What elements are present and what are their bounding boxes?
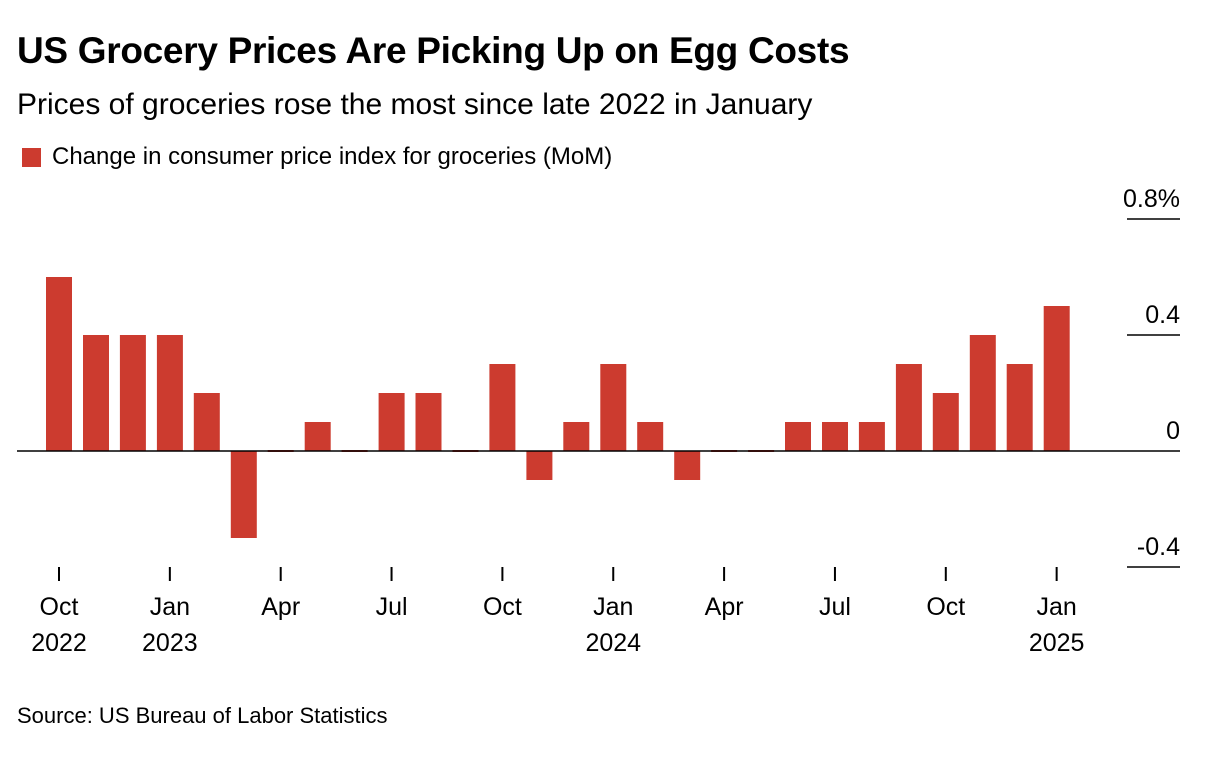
- x-tick-month: Jan: [593, 593, 633, 621]
- x-tick-year: 2025: [1029, 629, 1085, 657]
- bar-2024-03: [674, 451, 701, 480]
- bar-2023-12: [563, 422, 590, 451]
- x-tick-month: Jan: [150, 593, 190, 621]
- x-tick-year: 2023: [142, 629, 198, 657]
- bar-2024-12: [1006, 364, 1033, 451]
- x-tick-month: Jul: [376, 593, 408, 621]
- x-axis: Oct 2022 Jan 2023 Apr Jul Oct Jan 2024 Apr Jul Oct J…: [31, 567, 1084, 657]
- bar-2023-05: [304, 422, 331, 451]
- y-tick-label: 0.4: [1145, 301, 1180, 329]
- bar-2024-02: [637, 422, 664, 451]
- x-tick-year: 2022: [31, 629, 87, 657]
- legend-label: Change in consumer price index for groce…: [52, 143, 613, 170]
- bar-2024-07: [822, 422, 848, 451]
- bar-2024-11: [969, 335, 996, 451]
- x-tick-month: Apr: [705, 593, 744, 621]
- bar-2023-03: [230, 451, 257, 538]
- y-axis: 0.8% 0.4 0 -0.4: [17, 185, 1180, 568]
- bar-2023-10: [489, 364, 516, 451]
- source-note: Source: US Bureau of Labor Statistics: [17, 703, 388, 728]
- y-tick-label: -0.4: [1137, 533, 1180, 561]
- bar-2024-01: [600, 364, 627, 451]
- y-tick-label: 0.8%: [1123, 185, 1180, 213]
- x-tick-year: 2024: [585, 629, 641, 657]
- chart-title: US Grocery Prices Are Picking Up on Egg …: [17, 30, 850, 71]
- bar-2022-12: [119, 335, 146, 451]
- bars-group: [46, 277, 1070, 538]
- bar-2023-11: [526, 451, 553, 480]
- x-tick-month: Apr: [261, 593, 300, 621]
- x-tick-month: Oct: [926, 593, 965, 621]
- bar-2024-06: [785, 422, 811, 451]
- bar-2024-09: [895, 364, 922, 451]
- bar-2022-11: [83, 335, 109, 451]
- bar-2023-07: [378, 393, 405, 451]
- x-tick-month: Oct: [483, 593, 522, 621]
- bar-2024-08: [858, 422, 885, 451]
- chart-subtitle: Prices of groceries rose the most since …: [17, 88, 813, 121]
- y-tick-label: 0: [1166, 417, 1180, 445]
- x-tick-month: Jan: [1036, 593, 1076, 621]
- bar-2025-01: [1043, 306, 1070, 451]
- bar-2022-10: [46, 277, 72, 451]
- bar-2023-08: [415, 393, 442, 451]
- legend: Change in consumer price index for groce…: [22, 143, 612, 171]
- legend-swatch: [22, 147, 41, 167]
- bar-2023-01: [156, 335, 183, 451]
- bar-2023-02: [193, 393, 220, 451]
- x-tick-month: Oct: [40, 593, 79, 621]
- bar-2024-10: [932, 393, 959, 451]
- x-tick-month: Jul: [819, 593, 851, 621]
